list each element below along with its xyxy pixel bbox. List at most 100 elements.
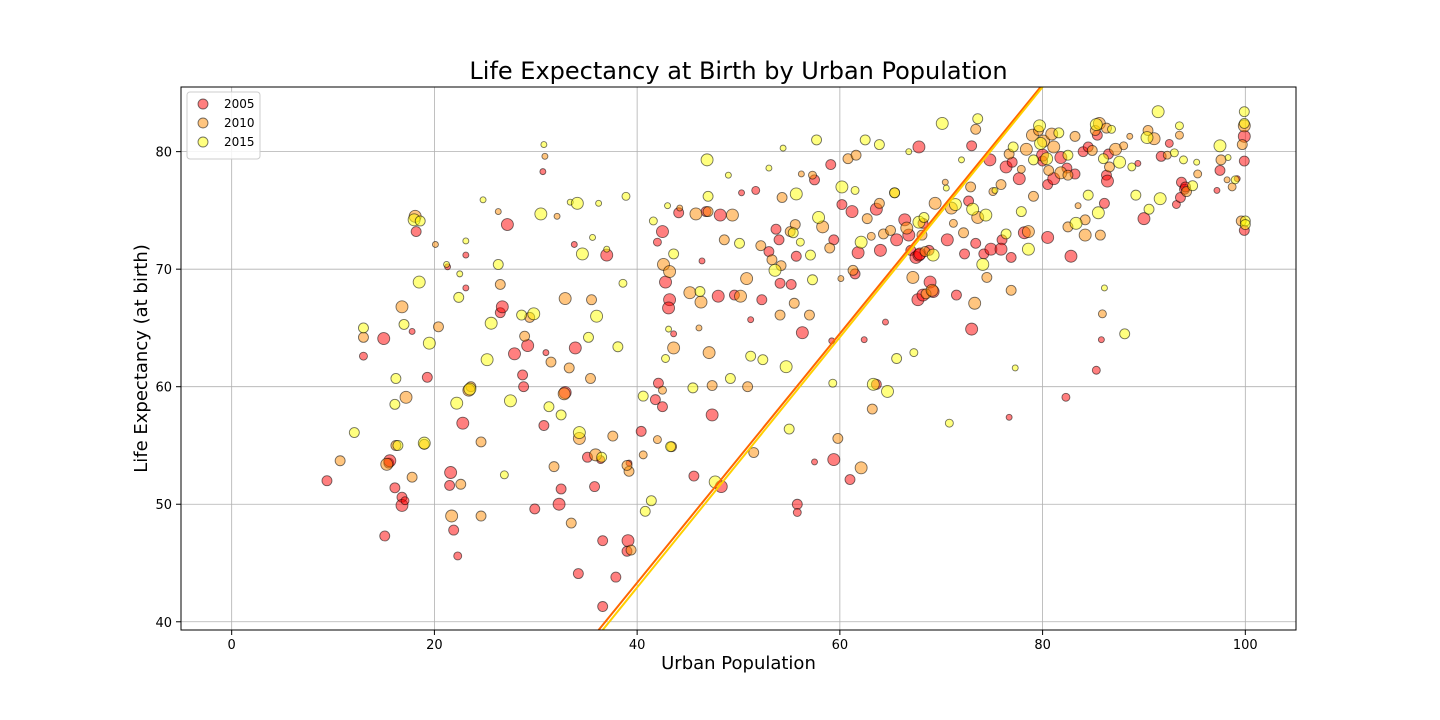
data-point (959, 248, 970, 260)
data-point (1061, 392, 1071, 402)
data-point (1214, 164, 1226, 176)
data-point (417, 436, 431, 450)
data-point (380, 457, 394, 471)
x-tick-label: 100 (1233, 638, 1258, 653)
data-point (766, 254, 778, 266)
data-point (918, 212, 930, 223)
data-point (1015, 206, 1027, 218)
data-point (1238, 106, 1250, 118)
data-point (906, 270, 920, 284)
data-point (1074, 202, 1082, 210)
data-point (595, 199, 603, 207)
data-point (618, 278, 628, 288)
data-point (625, 544, 637, 556)
data-point (538, 420, 550, 431)
data-point (1028, 154, 1039, 166)
data-point (455, 478, 467, 490)
data-point (557, 387, 571, 401)
data-point (725, 208, 739, 222)
axis-ticks: 0 20 40 60 80 100 40 50 60 70 80 (155, 146, 1257, 653)
trend-lines (597, 87, 1044, 630)
x-tick-label: 20 (426, 638, 443, 653)
data-point (649, 394, 661, 406)
data-point (621, 460, 633, 471)
data-point (379, 530, 391, 542)
data-point (1239, 219, 1251, 230)
data-point (1164, 138, 1174, 148)
data-point (589, 233, 596, 241)
data-point (1107, 124, 1116, 134)
data-point (966, 140, 978, 152)
data-point (637, 390, 649, 402)
data-point (1104, 161, 1115, 173)
data-point (494, 208, 502, 216)
data-point (1100, 284, 1108, 292)
data-point (742, 381, 754, 393)
data-point (607, 430, 619, 442)
data-point (970, 237, 982, 249)
data-point (1193, 169, 1203, 179)
data-point (850, 149, 862, 161)
data-point (448, 524, 460, 536)
data-point (676, 204, 684, 212)
data-point (572, 426, 586, 439)
data-point (873, 243, 887, 257)
y-axis-label: Life Expectancy (at birth) (131, 244, 152, 473)
data-point (1069, 216, 1083, 230)
data-point (832, 432, 844, 444)
data-point (558, 292, 572, 306)
data-point (412, 275, 426, 289)
x-tick-label: 80 (1034, 638, 1051, 653)
data-point (541, 152, 549, 160)
data-point (545, 356, 557, 368)
data-point (1021, 225, 1035, 239)
data-point (658, 385, 667, 395)
data-point (808, 170, 817, 180)
data-point (664, 202, 671, 210)
data-point (795, 326, 809, 340)
data-point (656, 225, 669, 239)
data-point (942, 184, 950, 192)
data-point (713, 208, 727, 222)
data-point (1179, 155, 1188, 165)
data-point (881, 384, 894, 398)
data-point (770, 223, 782, 235)
legend-label: 2015 (224, 135, 255, 149)
data-point (596, 451, 608, 463)
data-point (1137, 212, 1151, 226)
data-point (518, 381, 530, 393)
data-point (925, 283, 939, 297)
data-point (534, 207, 548, 221)
data-point (755, 240, 767, 252)
y-tick-label: 60 (155, 381, 172, 396)
data-point (779, 144, 787, 152)
data-point (540, 141, 548, 149)
data-point (1011, 364, 1019, 372)
data-point (1041, 230, 1055, 244)
data-point (979, 208, 993, 222)
data-point (972, 113, 984, 125)
data-point (1140, 131, 1154, 144)
data-point (453, 551, 463, 561)
data-point (1053, 127, 1065, 139)
data-point (1000, 228, 1012, 240)
series-2015 (348, 105, 1251, 517)
data-point (583, 331, 594, 343)
data-point (792, 508, 802, 517)
data-point (787, 227, 799, 239)
data-point (1143, 203, 1155, 215)
data-point (1119, 328, 1131, 340)
data-point (663, 265, 677, 278)
data-point (1134, 159, 1142, 167)
data-point (1223, 176, 1231, 184)
data-point (1091, 206, 1105, 220)
x-tick-label: 0 (228, 638, 236, 653)
data-point (585, 373, 596, 384)
data-point (450, 396, 464, 410)
data-point (431, 241, 439, 248)
data-point (1016, 164, 1026, 174)
data-point (1236, 139, 1248, 151)
data-point (687, 382, 699, 394)
data-point (638, 450, 648, 460)
data-point (635, 425, 647, 437)
